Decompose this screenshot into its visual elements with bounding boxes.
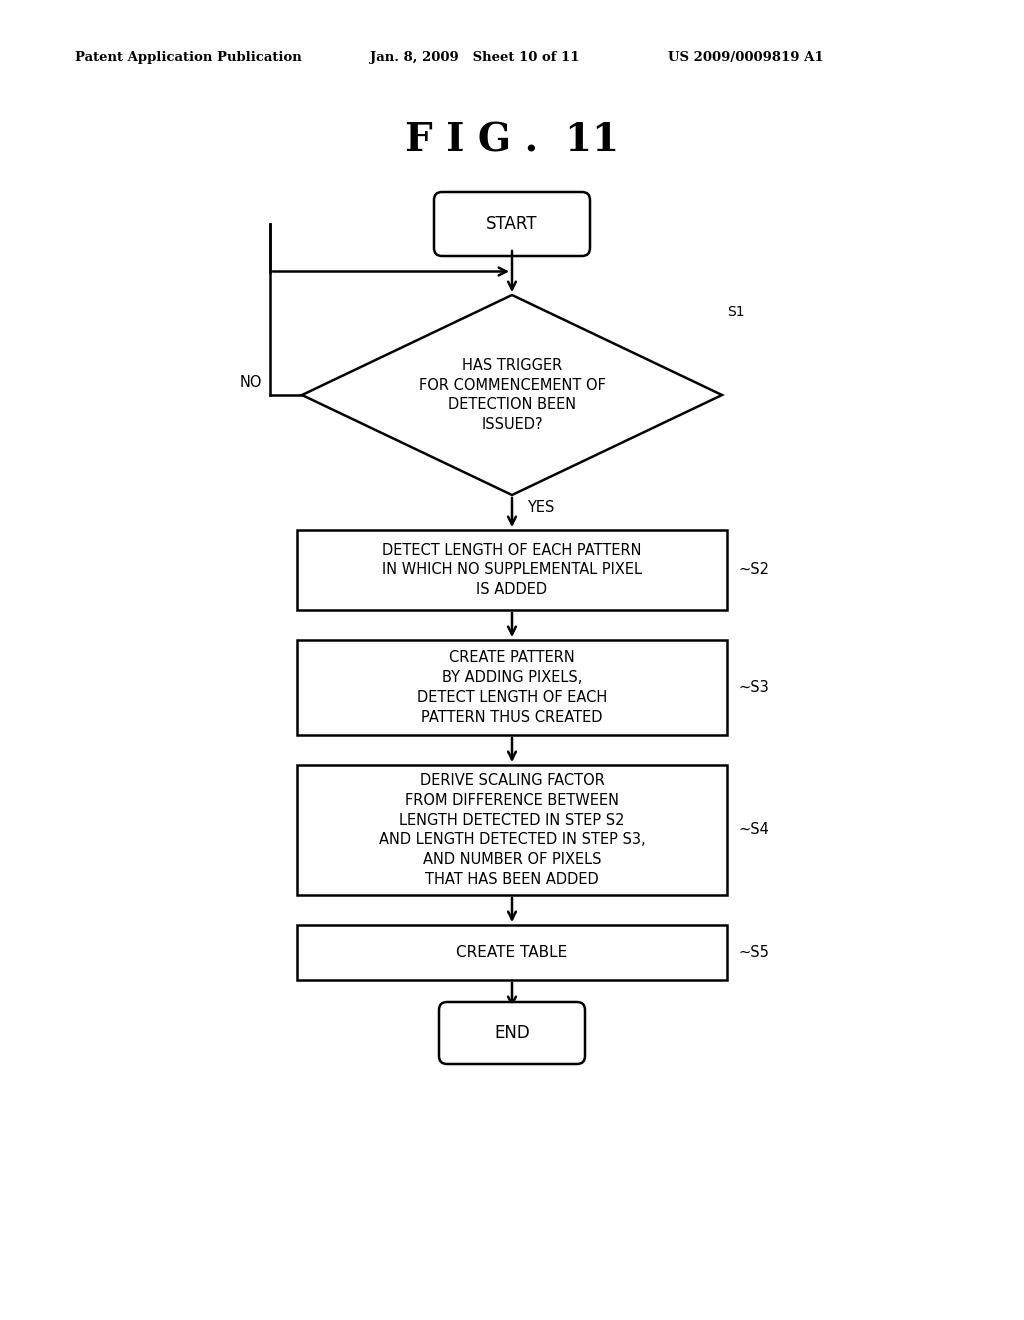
Text: DERIVE SCALING FACTOR
FROM DIFFERENCE BETWEEN
LENGTH DETECTED IN STEP S2
AND LEN: DERIVE SCALING FACTOR FROM DIFFERENCE BE… <box>379 774 645 887</box>
Bar <box>297 531 727 610</box>
Text: US 2009/0009819 A1: US 2009/0009819 A1 <box>668 51 823 65</box>
Text: Patent Application Publication: Patent Application Publication <box>75 51 302 65</box>
Text: END: END <box>495 1024 529 1041</box>
Bar <box>297 640 727 735</box>
Text: ~S4: ~S4 <box>739 822 770 837</box>
Text: CREATE PATTERN
BY ADDING PIXELS,
DETECT LENGTH OF EACH
PATTERN THUS CREATED: CREATE PATTERN BY ADDING PIXELS, DETECT … <box>417 651 607 725</box>
FancyBboxPatch shape <box>439 1002 585 1064</box>
Bar <box>297 766 727 895</box>
Text: F I G .  11: F I G . 11 <box>404 121 620 158</box>
Text: S1: S1 <box>727 305 744 319</box>
Text: CREATE TABLE: CREATE TABLE <box>457 945 567 960</box>
Text: NO: NO <box>240 375 262 389</box>
Bar <box>297 925 727 979</box>
Text: DETECT LENGTH OF EACH PATTERN
IN WHICH NO SUPPLEMENTAL PIXEL
IS ADDED: DETECT LENGTH OF EACH PATTERN IN WHICH N… <box>382 543 642 597</box>
Text: ~S5: ~S5 <box>739 945 770 960</box>
Text: START: START <box>486 215 538 234</box>
FancyBboxPatch shape <box>434 191 590 256</box>
Text: YES: YES <box>527 500 554 515</box>
Text: Jan. 8, 2009   Sheet 10 of 11: Jan. 8, 2009 Sheet 10 of 11 <box>370 51 580 65</box>
Text: HAS TRIGGER
FOR COMMENCEMENT OF
DETECTION BEEN
ISSUED?: HAS TRIGGER FOR COMMENCEMENT OF DETECTIO… <box>419 358 605 432</box>
Text: ~S3: ~S3 <box>739 680 770 696</box>
Text: ~S2: ~S2 <box>739 562 770 578</box>
Polygon shape <box>302 294 722 495</box>
